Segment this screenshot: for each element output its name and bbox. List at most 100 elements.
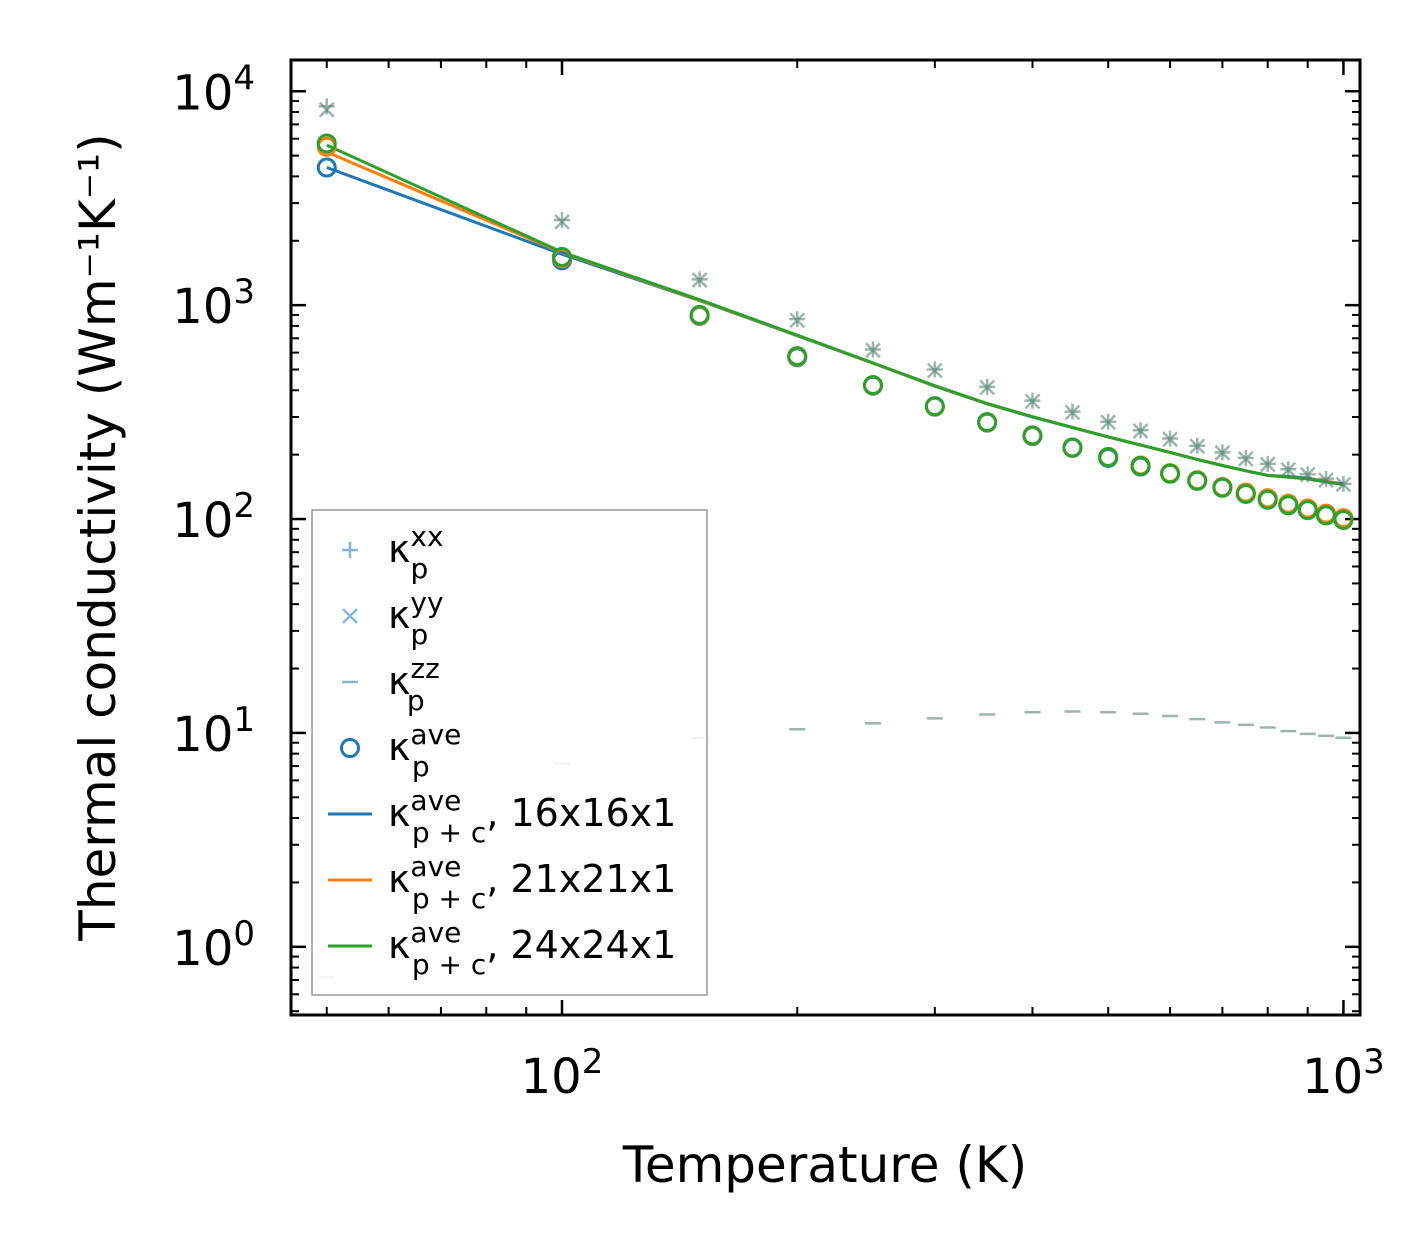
legend-superscript: zz [410, 652, 439, 685]
data-point [1280, 461, 1297, 478]
data-point [1297, 500, 1318, 521]
y-tick-label: 100 [172, 914, 255, 977]
y-tick-label: 102 [172, 486, 255, 549]
legend-suffix: , 24x24x1 [486, 923, 676, 967]
data-point [1335, 476, 1352, 493]
y-tick-label-exponent: 1 [233, 700, 255, 740]
legend-entry: κave p + c, 21x21x1 [328, 850, 676, 915]
data-point [924, 396, 945, 417]
legend-kappa: κ [388, 923, 410, 967]
data-point [1064, 404, 1081, 421]
x-tick-label-exponent: 3 [1363, 1042, 1385, 1082]
legend-superscript: ave [410, 718, 461, 751]
data-point [979, 379, 996, 396]
data-point [553, 212, 570, 229]
x-axis-label: Temperature (K) [622, 1136, 1027, 1194]
y-tick-label: 104 [172, 58, 255, 121]
series-kpc-ave-24x24x1 [326, 143, 1344, 486]
legend-kappa: κ [388, 857, 410, 901]
legend-subscript: p [407, 684, 425, 717]
legend-kappa: κ [388, 659, 410, 703]
legend-entry: κyy p [342, 586, 444, 651]
data-point [1235, 483, 1256, 504]
legend-label: κyy p [388, 586, 444, 651]
legend-superscript: yy [410, 586, 443, 619]
data-point [1259, 456, 1276, 473]
series-line [326, 143, 1344, 486]
y-tick-label-base: 10 [172, 921, 233, 977]
x-tick-label-base: 10 [1302, 1049, 1363, 1105]
legend-kappa: κ [388, 725, 410, 769]
data-point [1299, 466, 1316, 483]
data-point [1160, 463, 1181, 484]
y-tick-label: 103 [172, 272, 255, 335]
x-tick-label: 103 [1302, 1042, 1385, 1105]
legend-label: κave p + c, 16x16x1 [388, 784, 676, 849]
data-point [554, 214, 570, 230]
data-point [865, 342, 881, 359]
data-point [1024, 393, 1041, 410]
legend-superscript: ave [410, 850, 461, 883]
legend-entry: κxx p [342, 520, 444, 585]
legend-marker-symbol [342, 608, 358, 624]
data-point [1257, 489, 1278, 510]
legend-marker-symbol [342, 542, 358, 558]
y-tick-label-exponent: 2 [233, 486, 255, 526]
data-point [1187, 470, 1208, 491]
data-point [1162, 431, 1178, 448]
data-point [1130, 455, 1151, 476]
data-point [316, 157, 337, 178]
legend-suffix: , 21x21x1 [486, 857, 676, 901]
data-point [1212, 477, 1233, 498]
x-tick-label: 102 [521, 1042, 604, 1105]
legend-kappa: κ [388, 791, 410, 835]
data-point [862, 375, 883, 396]
data-point [1237, 451, 1254, 467]
legend-entry: κave p + c, 24x24x1 [328, 916, 676, 981]
y-tick-label-exponent: 0 [233, 914, 255, 954]
legend-label: κave p [388, 718, 461, 783]
legend-marker-symbol [340, 738, 360, 758]
legend-suffix: , 16x16x1 [486, 791, 676, 835]
data-point [1132, 423, 1149, 439]
data-point [1333, 509, 1354, 530]
data-point [787, 346, 808, 367]
data-point [1098, 447, 1119, 468]
y-tick-label-base: 10 [172, 65, 233, 121]
data-point [689, 304, 710, 325]
legend-superscript: xx [410, 520, 443, 553]
data-point [318, 98, 335, 115]
y-tick-label-base: 10 [172, 279, 233, 335]
data-point [1278, 495, 1299, 516]
legend-subscript: p [411, 552, 429, 585]
axes-frame [289, 58, 1362, 1017]
data-point [789, 312, 806, 329]
plot-series-layer [316, 98, 1354, 979]
data-point [316, 133, 337, 154]
legend-subscript: p + c [412, 882, 486, 915]
series-kp-ave-24x24x1 [316, 133, 1354, 530]
data-point [1062, 437, 1083, 458]
legend-entry: κave p [340, 718, 461, 783]
legend-kappa: κ [388, 593, 410, 637]
data-point [1189, 438, 1206, 455]
y-tick-label-base: 10 [172, 493, 233, 549]
legend-box [311, 509, 708, 996]
legend-entry: κave p + c, 16x16x1 [328, 784, 676, 849]
y-tick-label-exponent: 3 [233, 272, 255, 312]
y-tick-label-exponent: 4 [233, 58, 255, 98]
legend-superscript: ave [410, 784, 461, 817]
legend-label: κave p + c, 24x24x1 [388, 916, 676, 981]
legend-subscript: p [411, 618, 429, 651]
data-point [691, 272, 708, 288]
legend-subscript: p + c [412, 948, 486, 981]
series-kp-yy [318, 101, 1352, 493]
data-point [1318, 472, 1334, 489]
data-point [926, 362, 943, 379]
data-point [977, 412, 998, 433]
data-point [1214, 444, 1231, 461]
